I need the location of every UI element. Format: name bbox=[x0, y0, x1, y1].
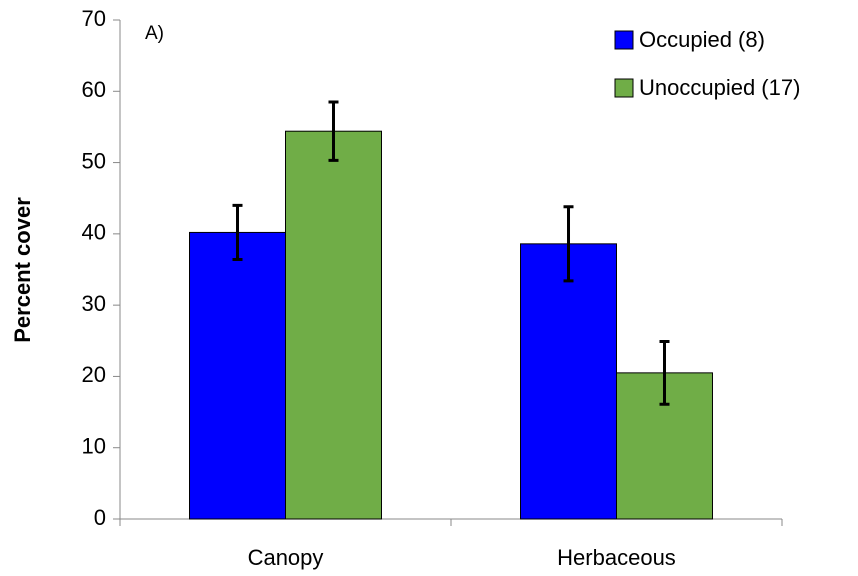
y-tick-label: 10 bbox=[82, 434, 106, 459]
legend-label: Occupied (8) bbox=[639, 27, 765, 52]
y-tick-label: 70 bbox=[82, 6, 106, 31]
legend-swatch bbox=[614, 78, 634, 98]
x-tick-label: Herbaceous bbox=[557, 545, 676, 570]
y-axis-label: Percent cover bbox=[10, 197, 35, 343]
error-bar bbox=[563, 205, 574, 283]
bar bbox=[520, 243, 618, 520]
legend-swatch bbox=[614, 30, 634, 50]
y-tick-label: 30 bbox=[82, 291, 106, 316]
bar bbox=[189, 231, 286, 520]
error-bar bbox=[328, 100, 339, 162]
y-tick-label: 50 bbox=[82, 148, 106, 173]
legend-label: Unoccupied (17) bbox=[639, 75, 800, 100]
bar bbox=[285, 130, 382, 520]
x-tick-label: Canopy bbox=[248, 545, 324, 570]
y-tick-label: 20 bbox=[82, 362, 106, 387]
y-tick-label: 60 bbox=[82, 77, 106, 102]
error-bar bbox=[232, 203, 243, 262]
y-tick-label: 40 bbox=[82, 220, 106, 245]
annotation: A) bbox=[145, 23, 164, 44]
error-bar bbox=[659, 339, 670, 406]
y-tick-label: 0 bbox=[94, 505, 106, 530]
